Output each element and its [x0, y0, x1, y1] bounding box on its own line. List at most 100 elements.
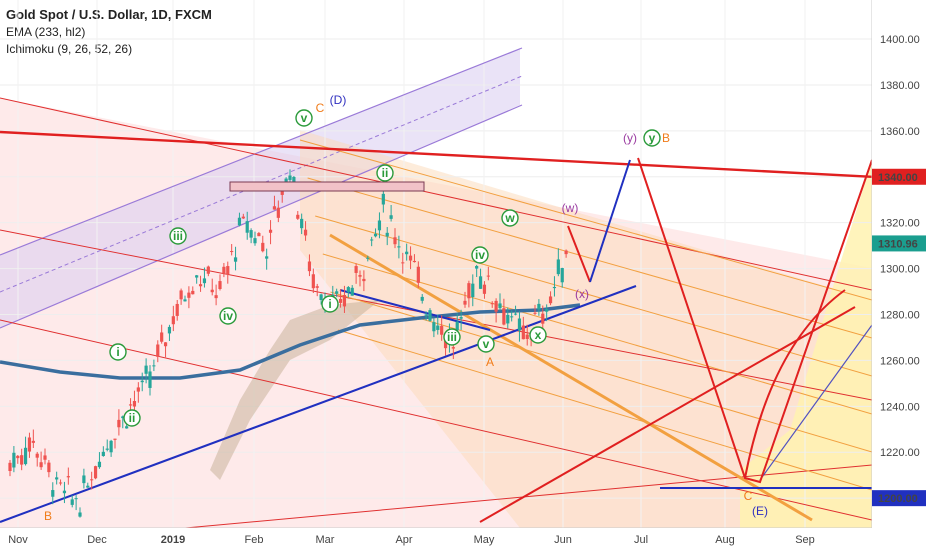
- wave-label-circle: [295, 109, 313, 127]
- candle-body: [27, 437, 32, 452]
- wave-label: i: [321, 295, 339, 313]
- candle-body: [315, 286, 319, 288]
- wave-label-text: i: [328, 297, 331, 311]
- wave-label-text: C: [316, 101, 325, 115]
- time-tick-label: Aug: [715, 534, 735, 546]
- candle-body: [401, 262, 405, 264]
- wave-label-text: A: [486, 355, 494, 369]
- wave-label-text: iii: [173, 229, 183, 243]
- candle-body: [237, 217, 242, 226]
- candle-body: [249, 230, 253, 238]
- candle-body: [307, 261, 312, 272]
- wave-label-text: (D): [330, 93, 347, 107]
- candle-body: [506, 314, 510, 324]
- wave-label: B: [662, 131, 670, 145]
- candle-body: [436, 325, 440, 330]
- candle-body: [451, 347, 455, 349]
- wave-label-text: v: [301, 111, 308, 125]
- orange-pitchfork-line: [307, 177, 872, 339]
- candle-body: [354, 266, 358, 273]
- wave-label-text: ii: [382, 166, 389, 180]
- wave-label-circle: [109, 343, 127, 361]
- candle-body: [101, 451, 105, 457]
- candle-body: [482, 284, 487, 294]
- candle-body: [412, 260, 417, 263]
- candle-body: [90, 479, 94, 481]
- time-tick-label: Feb: [245, 534, 264, 546]
- purple-channel-upper: [0, 47, 523, 256]
- forecast-red-down: [567, 225, 591, 283]
- blue-support-line: [0, 285, 637, 523]
- wave-label-circle: [219, 307, 237, 325]
- wave-label: v: [295, 109, 313, 127]
- candle-body: [171, 316, 175, 325]
- price-tag-label: 1200.00: [878, 493, 918, 505]
- candle-body: [513, 313, 518, 315]
- blue-triangle-line: [339, 289, 491, 331]
- candle-body: [408, 255, 413, 261]
- price-tick-label: 1240.00: [880, 401, 920, 413]
- candle-body: [455, 321, 459, 331]
- time-tick-label: May: [474, 534, 495, 546]
- candle-body: [545, 309, 549, 312]
- candle-body: [311, 274, 315, 289]
- candle-body: [78, 512, 82, 517]
- candle-body: [440, 325, 444, 335]
- wave-label: ii: [123, 409, 141, 427]
- candle-body: [533, 312, 537, 314]
- wave-label-circle: [643, 129, 661, 147]
- candle-body: [55, 477, 59, 480]
- candle-body: [471, 283, 475, 297]
- candle-body: [463, 300, 467, 305]
- candle-body: [521, 325, 525, 340]
- price-tag-bg: [872, 490, 926, 507]
- candle-body: [261, 242, 265, 252]
- candle-body: [175, 303, 179, 316]
- ema-233-line: [0, 303, 581, 380]
- wave-label: (y): [623, 131, 637, 145]
- wave-label-circle: [169, 227, 187, 245]
- candle-body: [20, 455, 24, 465]
- candle-body: [148, 371, 152, 388]
- candle-body: [335, 291, 339, 294]
- candle-body: [284, 178, 288, 183]
- candle-body: [490, 303, 494, 305]
- wave-label-text: w: [504, 211, 515, 225]
- price-tag-bg: [872, 235, 926, 252]
- candle-body: [541, 313, 545, 324]
- candle-body: [70, 499, 74, 505]
- wave-label-circle: [477, 335, 495, 353]
- wave-label: B: [44, 509, 52, 523]
- candle-body: [8, 462, 12, 472]
- candle-body: [296, 214, 300, 219]
- indicator-ichimoku: Ichimoku (9, 26, 52, 26): [6, 42, 133, 56]
- candle-body: [292, 176, 296, 182]
- wave-label-text: B: [44, 509, 52, 523]
- candle-body: [346, 287, 350, 293]
- candle-body: [23, 447, 28, 465]
- wave-label: (E): [752, 504, 768, 518]
- time-tick-label: Jul: [634, 534, 648, 546]
- candle-body: [537, 303, 541, 310]
- candle-body: [556, 259, 560, 275]
- candle-body: [338, 298, 343, 303]
- time-tick-label: Mar: [316, 534, 335, 546]
- candle-body: [265, 256, 269, 259]
- candle-body: [428, 310, 432, 321]
- target-zone-fill: [740, 160, 872, 528]
- candle-body: [494, 300, 498, 312]
- candle-body: [121, 416, 125, 419]
- wave-label-text: (E): [752, 504, 768, 518]
- candle-body: [97, 461, 102, 468]
- wave-label: iv: [219, 307, 237, 325]
- candle-body: [82, 475, 86, 484]
- price-tick-label: 1380.00: [880, 80, 920, 92]
- wave-label: x: [529, 326, 547, 344]
- time-tick-label: 2019: [161, 534, 185, 546]
- wave-label-text: v: [483, 337, 490, 351]
- candle-body: [43, 455, 47, 460]
- wave-label-text: iv: [475, 248, 485, 262]
- candle-body: [125, 426, 129, 429]
